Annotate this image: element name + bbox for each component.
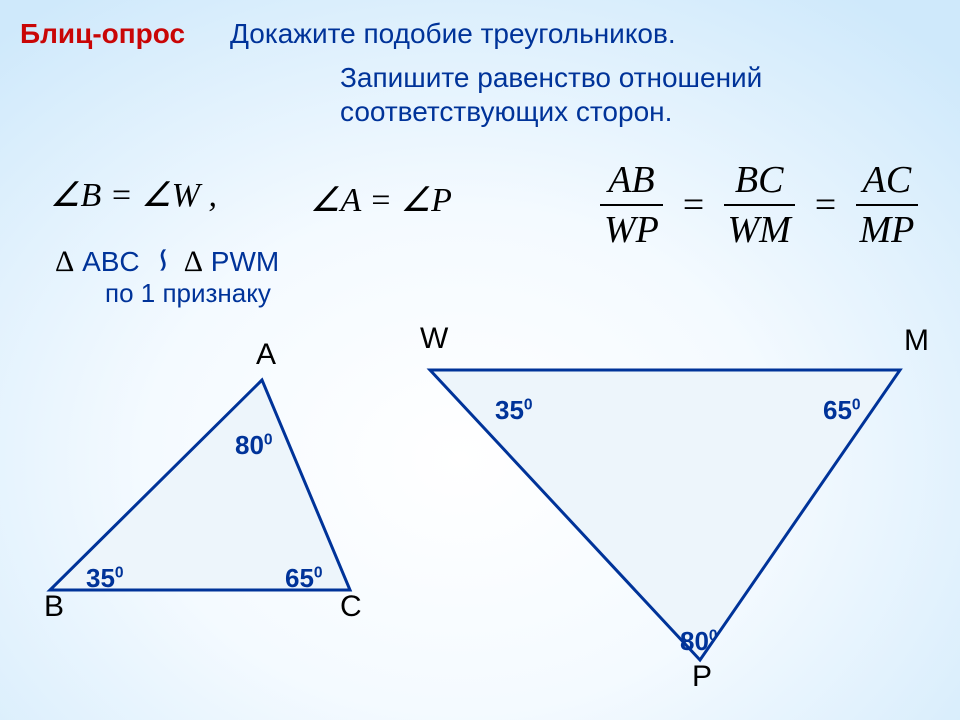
angle-W: 350: [495, 395, 533, 426]
label-P: P: [692, 660, 712, 694]
angle-M: 650: [823, 395, 861, 426]
angle-B: 350: [86, 563, 124, 594]
slide-canvas: Блиц-опрос Докажите подобие треугольнико…: [0, 0, 960, 720]
label-A: A: [256, 338, 276, 372]
angle-C: 650: [285, 563, 323, 594]
triangles-svg: [0, 0, 960, 720]
triangle-1-poly: [50, 380, 350, 590]
label-C: C: [340, 590, 362, 624]
label-M: M: [904, 324, 929, 358]
angle-P: 800: [680, 626, 718, 657]
label-W: W: [420, 322, 448, 356]
angle-A: 800: [235, 430, 273, 461]
label-B: B: [44, 590, 64, 624]
